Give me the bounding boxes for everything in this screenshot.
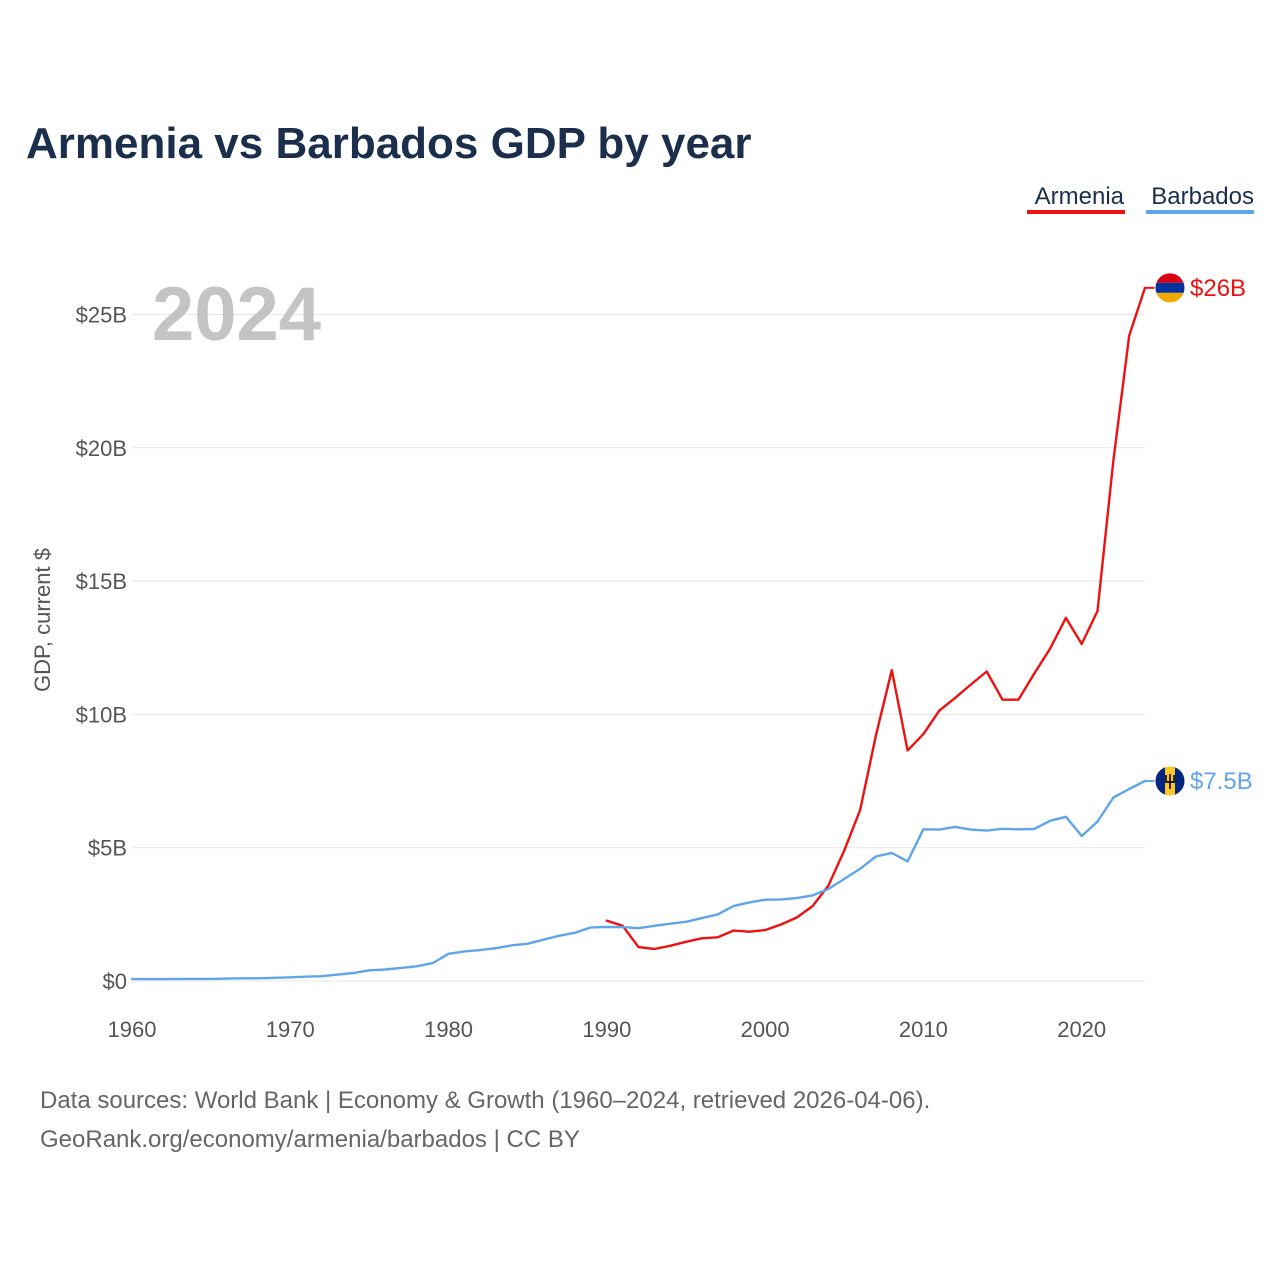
x-tick-label: 2020 [1057, 1017, 1106, 1042]
legend-swatch-barbados [1146, 210, 1254, 214]
current-year-label: 2024 [152, 272, 321, 357]
y-tick-label: $10B [76, 702, 127, 727]
source-line-2[interactable]: GeoRank.org/economy/armenia/barbados | C… [40, 1126, 580, 1153]
source-line-1: Data sources: World Bank | Economy & Gro… [40, 1087, 930, 1114]
x-tick-label: 1970 [266, 1017, 315, 1042]
y-tick-label: $20B [76, 436, 127, 461]
legend-swatch-armenia [1027, 210, 1125, 214]
armenia-flag-icon [1154, 272, 1186, 304]
x-tick-label: 1980 [424, 1017, 473, 1042]
y-tick-label: $0 [103, 969, 127, 994]
end-label-armenia: $26B [1190, 275, 1246, 302]
series-line-barbados[interactable] [130, 779, 1147, 981]
gridlines [132, 314, 1145, 982]
x-axis: 1960 1970 1980 1990 2000 2010 2020 [108, 1017, 1107, 1042]
x-tick-label: 1990 [582, 1017, 631, 1042]
chart-title: Armenia vs Barbados GDP by year [26, 119, 752, 168]
end-markers: $26B $7.5B [1145, 272, 1253, 797]
x-tick-label: 1960 [108, 1017, 157, 1042]
series-line-armenia[interactable] [605, 286, 1147, 951]
legend-item-barbados[interactable]: Barbados [1151, 183, 1254, 210]
y-tick-label: $15B [76, 569, 127, 594]
y-tick-label: $25B [76, 303, 127, 328]
legend-item-armenia[interactable]: Armenia [1035, 183, 1125, 210]
x-tick-label: 2000 [741, 1017, 790, 1042]
x-tick-label: 2010 [899, 1017, 948, 1042]
y-axis: $0 $5B $10B $15B $20B $25B [76, 303, 127, 995]
legend: Armenia Barbados [1027, 183, 1254, 214]
series-layer [130, 286, 1147, 981]
barbados-flag-icon [1154, 765, 1186, 797]
y-tick-label: $5B [88, 836, 127, 861]
y-axis-label: GDP, current $ [30, 548, 55, 692]
end-label-barbados: $7.5B [1190, 768, 1253, 795]
